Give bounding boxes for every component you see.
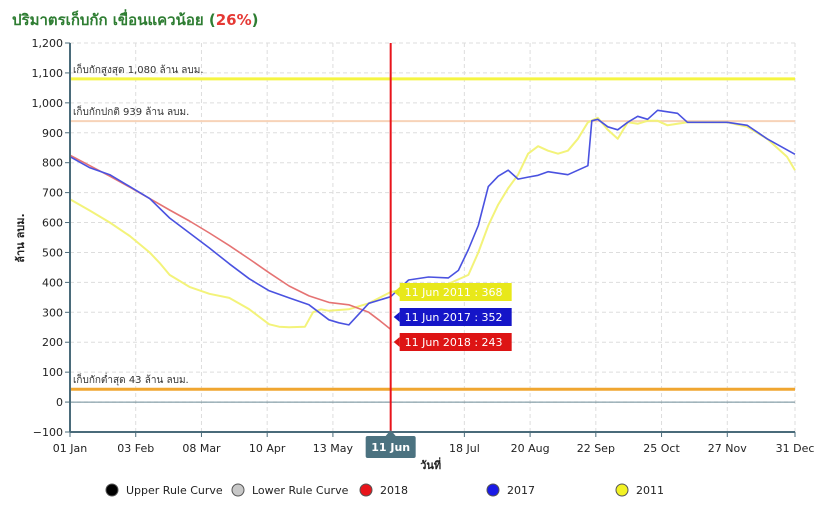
- x-tick-label: 31 Dec: [776, 442, 815, 455]
- legend-marker-2: [359, 483, 373, 497]
- legend-label-2: 2018: [380, 484, 408, 497]
- y-tick-label: 0: [56, 396, 63, 409]
- legend-marker-1: [231, 483, 245, 497]
- y-tick-label: 1,000: [32, 97, 64, 110]
- cursor-date-label: 11 Jun: [371, 441, 410, 454]
- y-tick-label: 1,200: [32, 37, 64, 50]
- tooltip-pointer-2018: [393, 337, 400, 347]
- x-tick-label: 10 Apr: [249, 442, 286, 455]
- reference-label-normal: เก็บกักปกติ 939 ล้าน ลบม.: [73, 104, 189, 118]
- x-tick-label: 03 Feb: [117, 442, 154, 455]
- y-tick-label: 900: [42, 127, 63, 140]
- y-axis-title: ล้าน ลบม.: [14, 213, 27, 262]
- x-axis-title: วันที่: [420, 457, 441, 472]
- x-tick-label: 27 Nov: [708, 442, 747, 455]
- tooltip-pointer-2011: [393, 287, 400, 297]
- cursor-date-box: [365, 436, 416, 458]
- x-tick-label: 01 Jan: [53, 442, 87, 455]
- cursor-date-arrow: [385, 430, 396, 436]
- x-tick-label: 25 Oct: [643, 442, 680, 455]
- title-close: ): [251, 11, 259, 29]
- y-tick-label: 600: [42, 217, 63, 230]
- reference-label-max: เก็บกักสูงสุด 1,080 ล้าน ลบม.: [73, 62, 204, 76]
- y-tick-label: 1,100: [32, 67, 64, 80]
- x-tick-label: 08 Mar: [182, 442, 221, 455]
- y-tick-label: −100: [33, 426, 63, 439]
- legend: Upper Rule Curve Lower Rule Curve 2018 2017…: [105, 483, 664, 497]
- legend-marker-0: [105, 483, 119, 497]
- x-tick-label: 18 Jul: [449, 442, 480, 455]
- tooltip-box-2011: [399, 283, 512, 301]
- y-tick-label: 500: [42, 246, 63, 259]
- tooltip-text-2018: 11 Jun 2018 : 243: [405, 336, 503, 349]
- x-tick-label: 13 May: [313, 442, 354, 455]
- x-tick-label: 20 Aug: [511, 442, 550, 455]
- y-tick-label: 400: [42, 276, 63, 289]
- tooltip-text-2017: 11 Jun 2017 : 352: [405, 311, 503, 324]
- grid: [69, 42, 796, 433]
- y-tick-label: 100: [42, 366, 63, 379]
- date-cursor[interactable]: 11 Jun: [365, 43, 416, 458]
- legend-label-4: 2011: [636, 484, 664, 497]
- legend-marker-4: [615, 483, 629, 497]
- legend-label-1: Lower Rule Curve: [252, 484, 349, 497]
- series-line-2017: [69, 109, 796, 326]
- legend-marker-3: [486, 483, 500, 497]
- y-tick-label: 700: [42, 187, 63, 200]
- series-line-2011: [69, 116, 796, 329]
- axes: −100 0 100 200 300 400 500 600 700 800 900 1,000 1,1…: [14, 37, 814, 472]
- reference-label-min: เก็บกักต่ำสุด 43 ล้าน ลบม.: [73, 372, 189, 386]
- tooltip-pointer-2017: [393, 312, 400, 322]
- chart-title: ปริมาตรเก็บกัก เขื่อนแควน้อย (26%): [12, 8, 258, 32]
- y-tick-label: 300: [42, 306, 63, 319]
- legend-label-0: Upper Rule Curve: [126, 484, 223, 497]
- title-main: ปริมาตรเก็บกัก เขื่อนแควน้อย (: [12, 11, 216, 29]
- title-percent: 26%: [215, 11, 252, 29]
- tooltip-box-2017: [399, 308, 512, 326]
- tooltip-box-2018: [399, 333, 512, 351]
- y-tick-label: 800: [42, 157, 63, 170]
- legend-label-3: 2017: [507, 484, 535, 497]
- series-lines: [69, 109, 796, 331]
- tooltip-text-2011: 11 Jun 2011 : 368: [405, 286, 503, 299]
- reference-lines: เก็บกักสูงสุด 1,080 ล้าน ลบม. เก็บกักปกติ…: [70, 62, 795, 391]
- series-line-2018: [69, 154, 392, 331]
- y-tick-label: 200: [42, 336, 63, 349]
- tooltips: 11 Jun 2011 : 368 11 Jun 2017 : 352 11 Jun…: [393, 283, 512, 351]
- x-tick-label: 22 Sep: [577, 442, 615, 455]
